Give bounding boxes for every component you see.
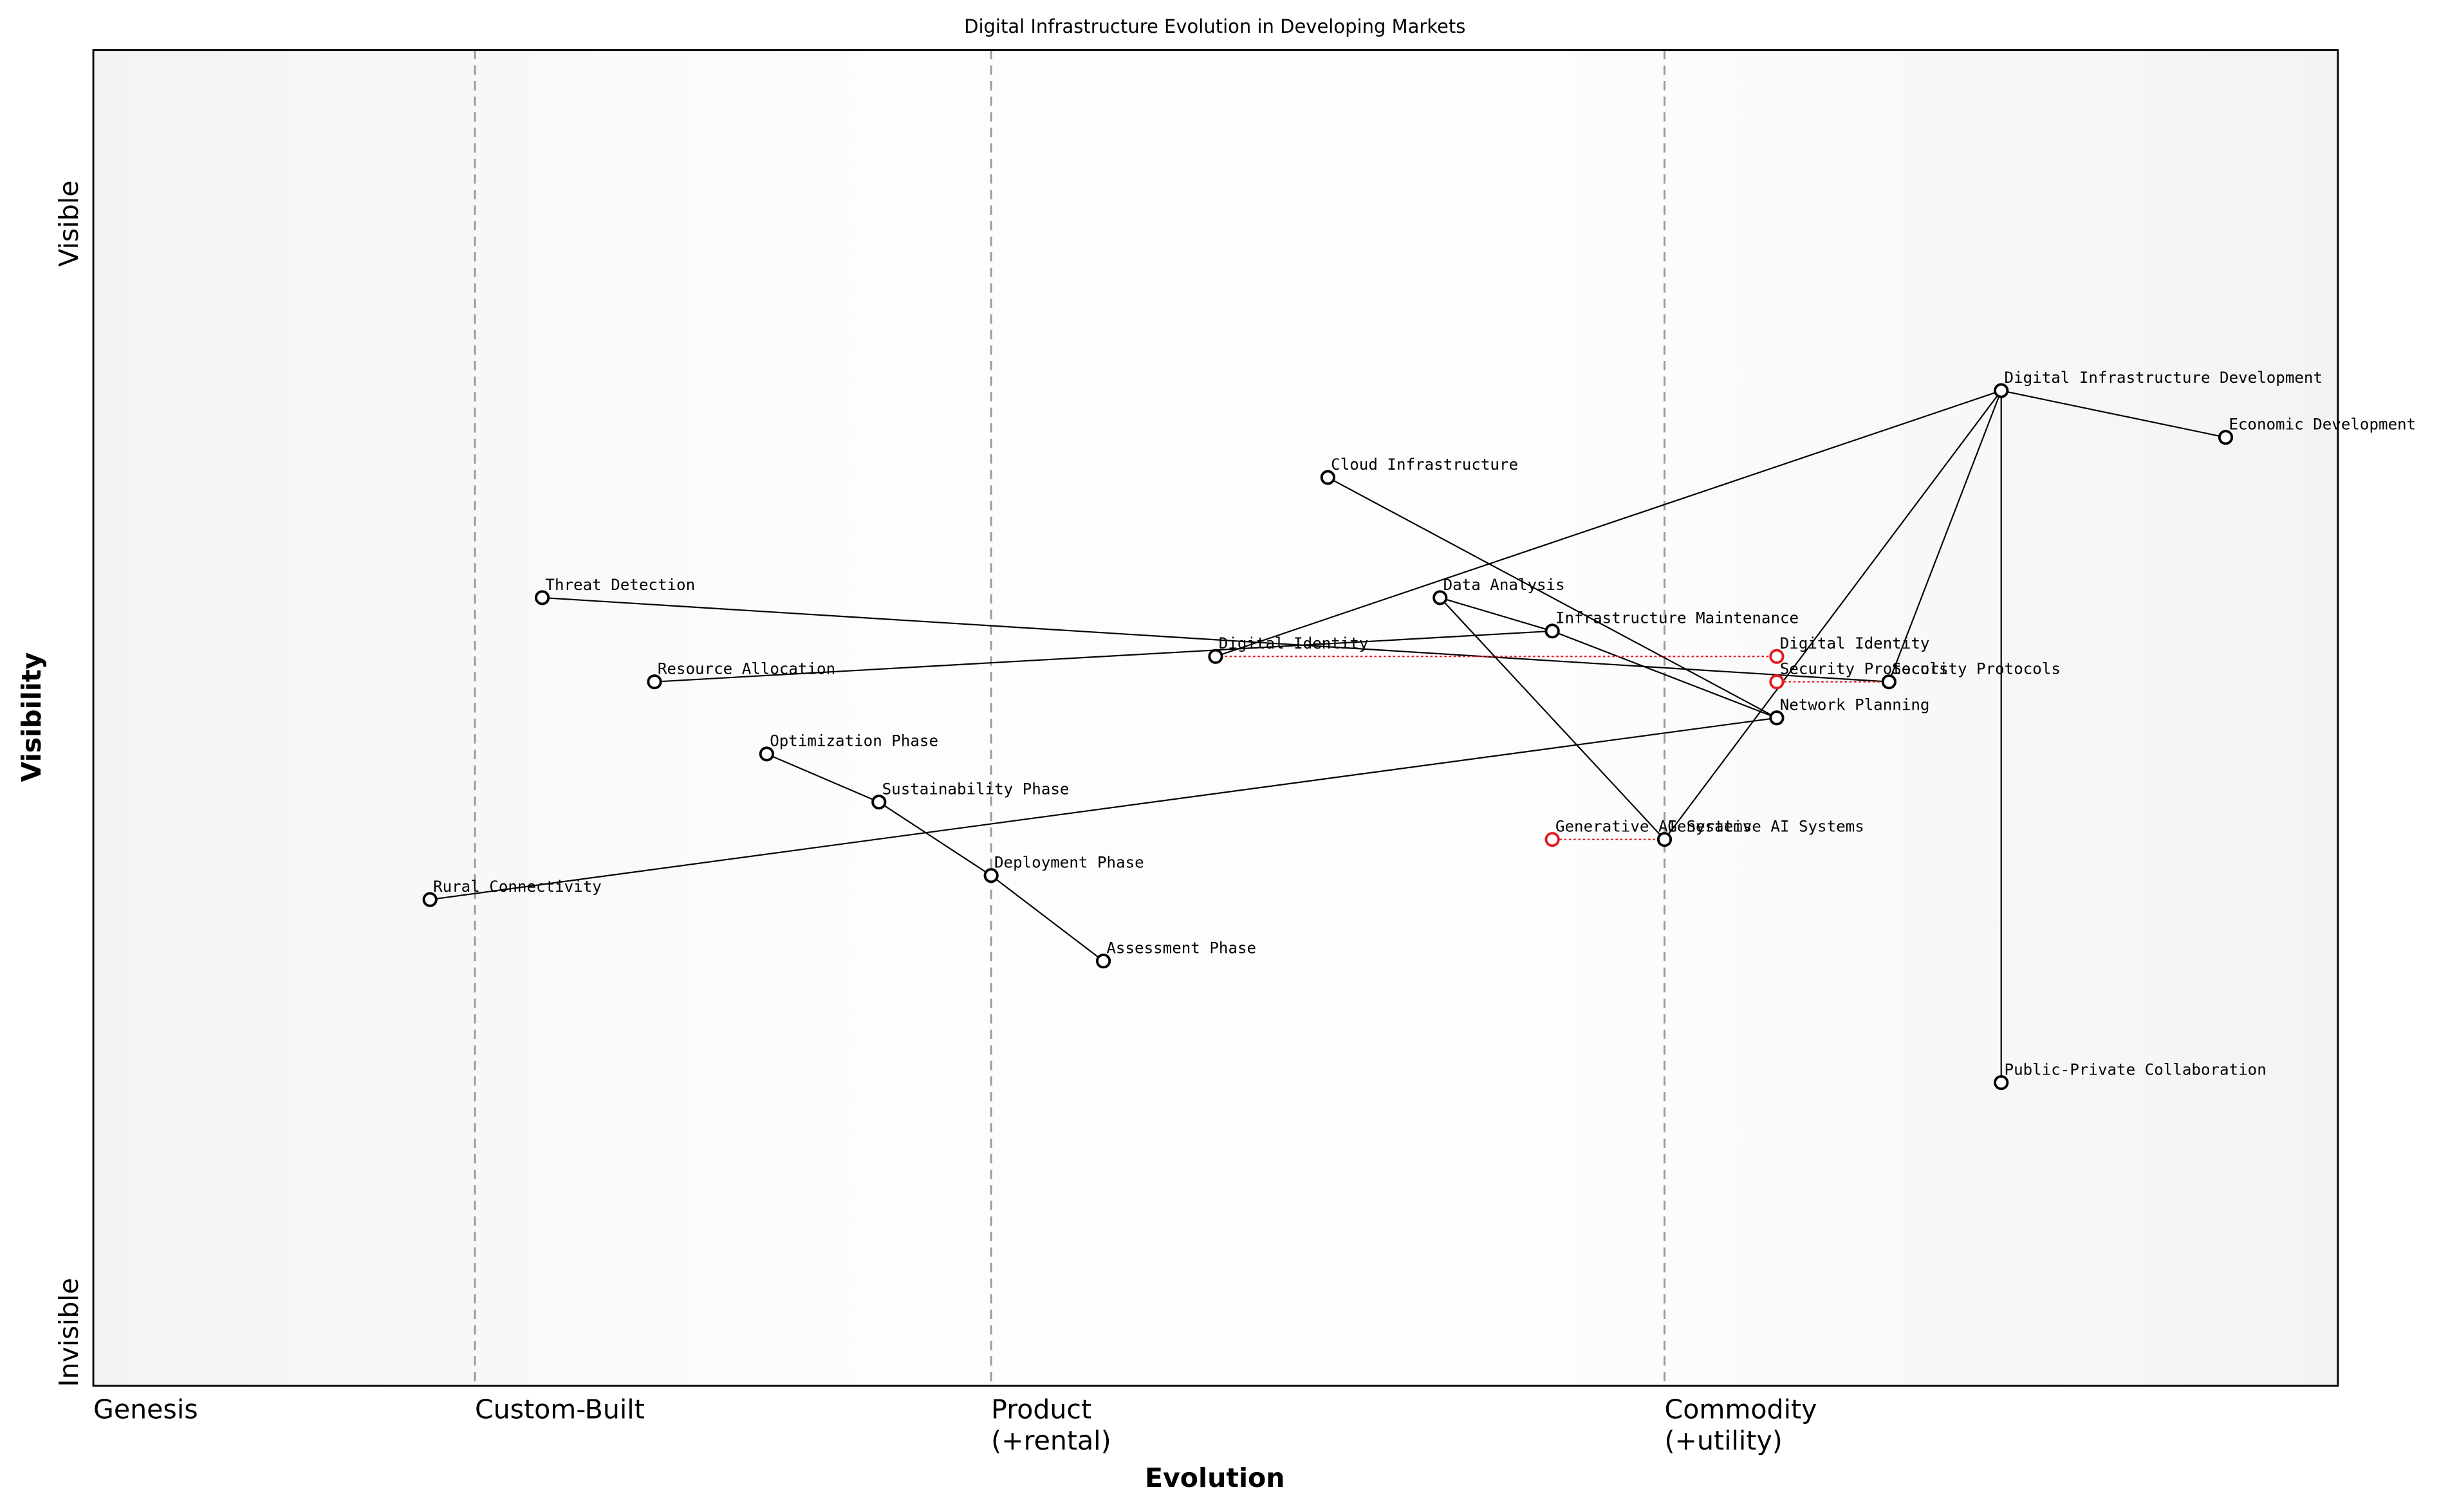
y-tick-label: Visible — [53, 180, 84, 266]
node — [534, 590, 550, 605]
node-label: Optimization Phase — [770, 732, 938, 750]
node — [1769, 710, 1785, 726]
plot-background — [93, 50, 2338, 1386]
link — [542, 596, 1889, 683]
node-label: Assessment Phase — [1106, 939, 1256, 957]
x-tick-label: Product (+rental) — [991, 1394, 1111, 1456]
nodes: Digital Infrastructure Development Econom… — [422, 369, 2416, 1091]
node — [871, 794, 887, 810]
node-label: Public-Private Collaboration — [2005, 1061, 2267, 1079]
node — [1656, 832, 1673, 847]
link — [430, 717, 1777, 901]
evolved-node-label: Generative AI Systems — [1555, 818, 1752, 836]
link — [1439, 597, 1665, 840]
link — [1888, 390, 2002, 683]
links — [430, 390, 2226, 1083]
node — [1320, 470, 1335, 485]
link — [654, 630, 1553, 683]
node-label: Digital Identity — [1219, 634, 1369, 652]
evolved-node — [1769, 649, 1785, 664]
tick-label-line: Commodity — [1665, 1394, 1817, 1425]
node-label: Digital Infrastructure Development — [2005, 369, 2323, 387]
x-tick-label: Genesis — [93, 1394, 198, 1425]
tick-label-line: (+rental) — [991, 1425, 1111, 1456]
plot-frame — [92, 49, 2339, 1387]
node — [1095, 954, 1111, 969]
node — [983, 868, 999, 883]
node — [1544, 623, 1560, 639]
node — [1208, 649, 1223, 664]
tick-label-line: (+utility) — [1665, 1425, 1783, 1456]
node — [422, 892, 438, 907]
node — [759, 746, 774, 762]
node — [1994, 1075, 2009, 1091]
link — [2001, 390, 2226, 438]
chart-title: Digital Infrastructure Evolution in Deve… — [964, 15, 1465, 37]
node — [1994, 383, 2009, 398]
node-label: Security Protocols — [1892, 660, 2061, 678]
y-tick-label: Invisible — [53, 1278, 84, 1387]
node-label: Generative AI Systems — [1667, 818, 1864, 836]
evolved-node-label: Security Protocols — [1780, 660, 1949, 678]
node-label: Resource Allocation — [658, 660, 835, 678]
link — [1552, 630, 1777, 719]
link — [878, 801, 992, 876]
link — [1215, 390, 2002, 658]
link — [990, 874, 1104, 962]
node-label: Threat Detection — [545, 576, 695, 594]
link — [766, 753, 880, 803]
node — [2218, 430, 2234, 445]
evolved-node — [1544, 832, 1560, 847]
link — [1440, 596, 1553, 632]
node-label: Network Planning — [1780, 696, 1930, 714]
node-label: Deployment Phase — [994, 854, 1144, 872]
y-axis-label: Visibility — [16, 652, 47, 782]
evolved-node-label: Digital Identity — [1780, 634, 1930, 652]
link — [1327, 477, 1777, 719]
node-label: Economic Development — [2229, 416, 2416, 434]
x-axis-label: Evolution — [1145, 1462, 1285, 1493]
node — [647, 674, 662, 690]
node-label: Cloud Infrastructure — [1331, 456, 1518, 474]
tick-label-line: Genesis — [93, 1394, 198, 1425]
evolved-node — [1769, 674, 1785, 690]
node-label: Rural Connectivity — [433, 878, 602, 896]
link — [1664, 390, 2002, 840]
node-label: Sustainability Phase — [882, 780, 1070, 798]
node — [1881, 674, 1896, 690]
grid — [474, 50, 1665, 1386]
x-tick-label: Custom-Built — [475, 1394, 645, 1425]
node — [1433, 590, 1448, 605]
tick-label-line: Custom-Built — [475, 1394, 645, 1425]
x-tick-label: Commodity (+utility) — [1665, 1394, 1817, 1456]
tick-label-line: Product — [991, 1394, 1091, 1425]
node-label: Infrastructure Maintenance — [1555, 609, 1799, 627]
node-label: Data Analysis — [1443, 576, 1565, 594]
